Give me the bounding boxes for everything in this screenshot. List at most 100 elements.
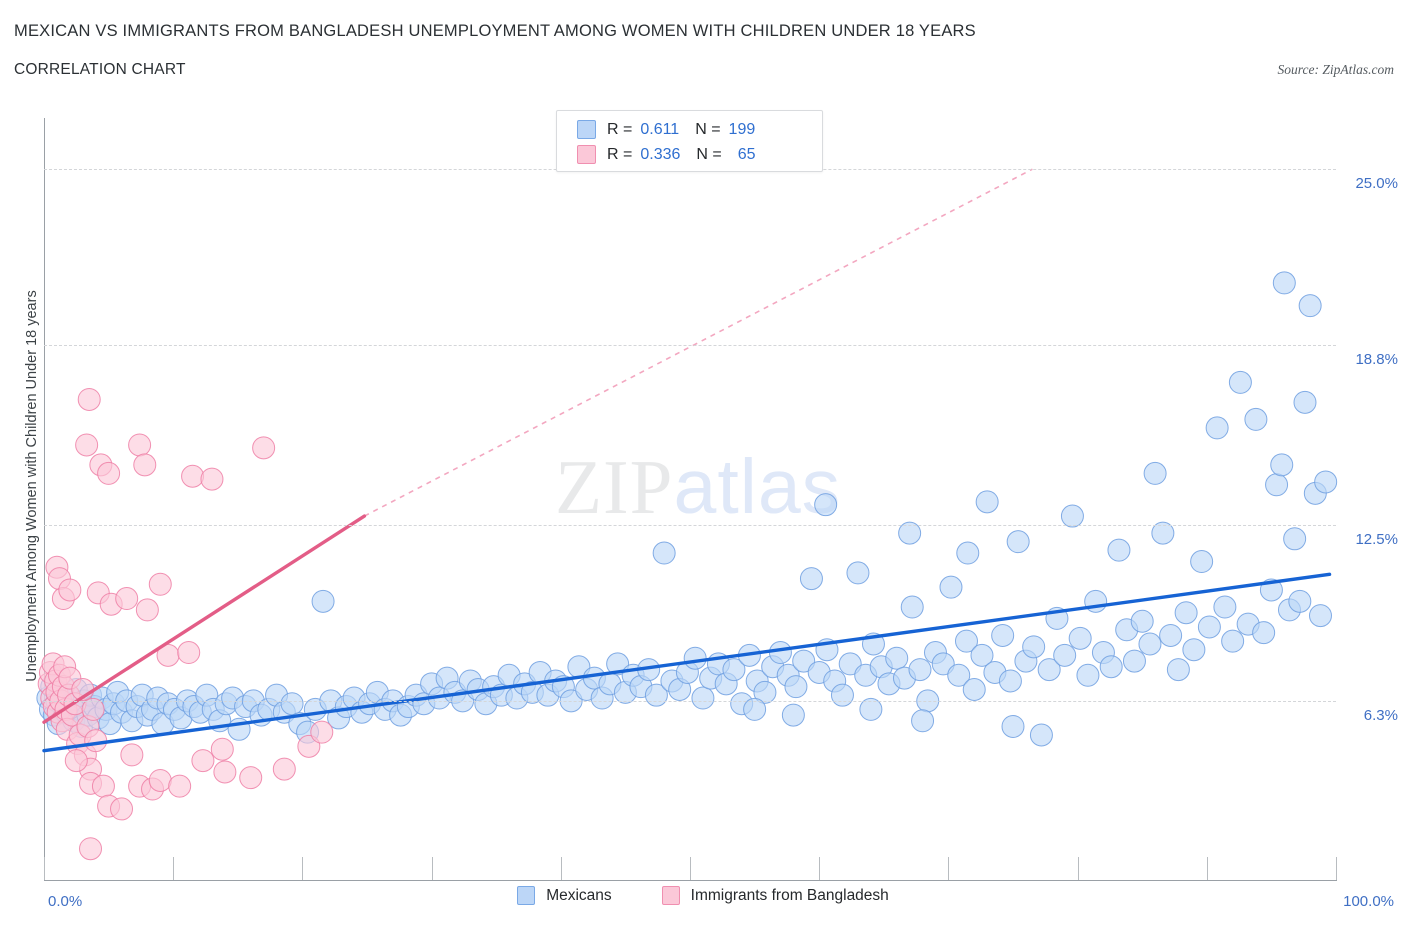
data-point	[743, 697, 767, 721]
data-point	[213, 760, 237, 784]
data-point	[252, 436, 276, 460]
data-point	[75, 433, 99, 457]
data-point	[110, 797, 134, 821]
data-point	[898, 521, 922, 545]
series-legend: Mexicans Immigrants from Bangladesh	[0, 886, 1406, 905]
data-point	[128, 433, 152, 457]
stats-r-label-bangladesh: R =	[607, 145, 633, 163]
data-point	[1151, 521, 1175, 545]
data-point	[1166, 658, 1190, 682]
data-point	[1272, 271, 1296, 295]
data-point	[691, 686, 715, 710]
legend-item-bangladesh[interactable]: Immigrants from Bangladesh	[661, 886, 889, 905]
data-point	[1252, 621, 1276, 645]
data-point	[1037, 658, 1061, 682]
y-tick-label: 6.3%	[1363, 706, 1398, 724]
data-point	[1159, 623, 1183, 647]
data-point	[1205, 416, 1229, 440]
data-point	[135, 598, 159, 622]
x-axis-tick	[1206, 857, 1208, 880]
data-point	[191, 749, 215, 773]
data-point	[1138, 632, 1162, 656]
legend-item-mexicans[interactable]: Mexicans	[517, 886, 612, 905]
data-point	[753, 680, 777, 704]
data-point	[885, 646, 909, 670]
stats-r-value-mexicans: 0.611	[640, 120, 680, 138]
legend-label-bangladesh: Immigrants from Bangladesh	[690, 886, 889, 904]
gridline	[44, 700, 1336, 702]
gridline	[44, 345, 1336, 347]
data-point	[1143, 461, 1167, 485]
data-point	[1060, 504, 1084, 528]
data-point	[77, 387, 101, 411]
data-point	[1244, 407, 1268, 431]
data-point	[1099, 655, 1123, 679]
data-point	[998, 669, 1022, 693]
x-axis-tick	[948, 857, 950, 880]
stats-n-value-bangladesh: 65	[737, 145, 756, 163]
data-point	[81, 697, 105, 721]
data-point	[200, 467, 224, 491]
data-point	[280, 692, 304, 716]
data-point	[148, 768, 172, 792]
x-axis-min-label: 0.0%	[48, 893, 83, 910]
scatter-svg	[36, 168, 1338, 861]
data-point	[1298, 294, 1322, 318]
data-point	[1053, 643, 1077, 667]
y-tick-label: 25.0%	[1355, 175, 1398, 193]
data-point	[962, 678, 986, 701]
x-axis-tick	[690, 857, 691, 880]
data-point	[1068, 626, 1092, 650]
data-point	[1213, 595, 1237, 619]
plot-area	[36, 118, 1338, 880]
data-point	[168, 774, 192, 798]
data-point	[1197, 615, 1221, 639]
data-point	[1174, 601, 1198, 625]
x-axis-tick	[173, 857, 175, 880]
data-point	[133, 453, 157, 477]
series-mexicans	[36, 271, 1338, 747]
data-point	[683, 646, 707, 670]
x-axis-tick	[1336, 857, 1337, 880]
data-point	[784, 675, 808, 699]
trendline-immigrants-from-bangladesh	[42, 514, 367, 724]
x-axis-max-label: 100.0%	[1343, 893, 1394, 910]
data-point	[97, 461, 121, 485]
data-point	[84, 729, 108, 753]
data-point	[311, 589, 335, 613]
data-point	[947, 663, 971, 687]
stats-swatch-bangladesh	[577, 145, 596, 164]
data-point	[239, 766, 263, 790]
data-point	[177, 641, 201, 665]
data-point	[91, 774, 115, 798]
data-point	[1265, 473, 1289, 497]
data-point	[58, 578, 82, 602]
stats-n-value-mexicans: 199	[728, 120, 756, 138]
data-point	[931, 652, 955, 676]
y-axis-title: Unemployment Among Women with Children U…	[24, 290, 40, 682]
data-point	[1293, 390, 1317, 414]
trendline-extension-immigrants-from-bangladesh	[364, 168, 1033, 517]
data-point	[846, 561, 870, 585]
stats-r-label-mexicans: R =	[607, 120, 633, 138]
stats-row-mexicans: R = 0.611 N = 199	[557, 117, 822, 142]
data-point	[781, 703, 805, 727]
data-point	[1314, 470, 1338, 494]
chart-subtitle: CORRELATION CHART	[14, 61, 186, 78]
data-point	[210, 737, 234, 761]
x-axis-tick	[44, 857, 45, 880]
x-axis-tick	[1077, 857, 1079, 880]
data-point	[975, 490, 999, 514]
data-point	[970, 643, 994, 667]
data-point	[908, 658, 932, 682]
data-point	[1076, 663, 1100, 687]
data-point	[1006, 530, 1030, 554]
data-point	[939, 575, 963, 599]
data-point	[272, 757, 296, 781]
data-point	[1107, 538, 1131, 562]
data-point	[1190, 550, 1214, 574]
page-title: MEXICAN VS IMMIGRANTS FROM BANGLADESH UN…	[14, 22, 976, 40]
data-point	[181, 464, 205, 488]
data-point	[148, 572, 172, 596]
data-point	[954, 629, 978, 653]
